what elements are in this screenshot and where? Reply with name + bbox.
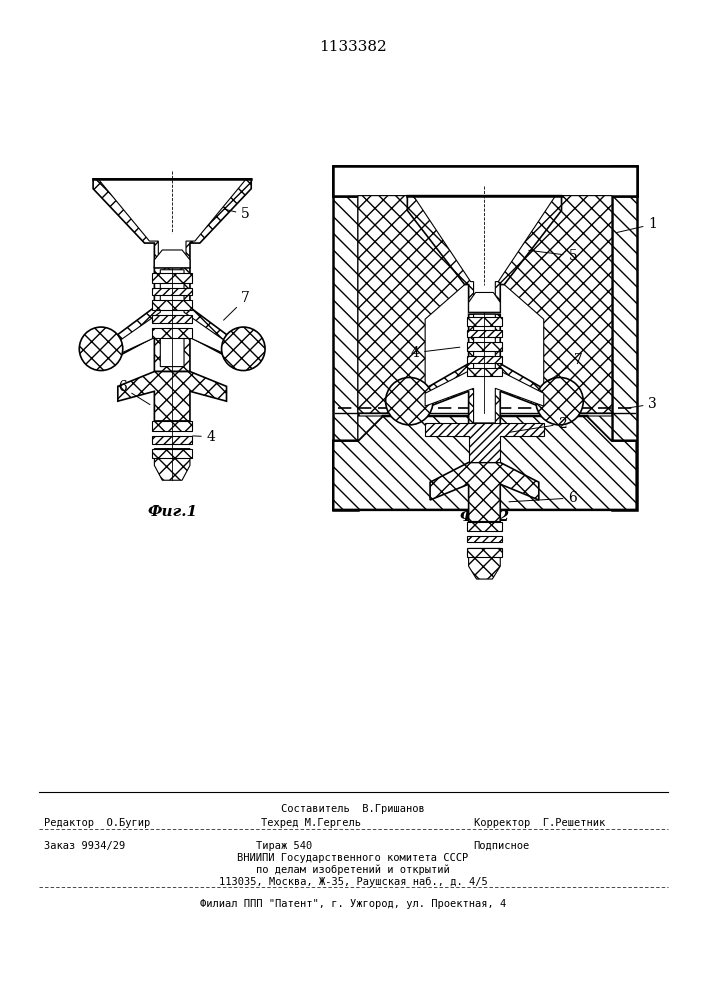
Bar [333,166,358,510]
Bar [153,436,192,444]
Bar [467,317,502,326]
Text: 6: 6 [509,491,577,505]
Text: 5: 5 [224,207,250,221]
Polygon shape [425,314,544,423]
Bar [153,421,192,431]
Bar [153,273,192,283]
Bar [153,315,192,323]
Circle shape [385,377,433,425]
Bar [467,368,502,376]
Polygon shape [358,416,382,441]
Text: Фиг.2: Фиг.2 [460,510,510,524]
Bar [467,342,502,351]
Text: Заказ 9934/29: Заказ 9934/29 [44,841,125,851]
Text: ВНИИПИ Государственного комитета СССР: ВНИИПИ Государственного комитета СССР [238,853,469,863]
Bar [153,300,192,310]
Bar [467,356,502,363]
Text: 113035, Москва, Ж-35, Раушская наб., д. 4/5: 113035, Москва, Ж-35, Раушская наб., д. … [218,877,487,887]
Circle shape [221,327,265,371]
Text: по делам изобретений и открытий: по делам изобретений и открытий [256,865,450,875]
Polygon shape [93,179,251,268]
Circle shape [536,377,583,425]
Text: Составитель  В.Гришанов: Составитель В.Гришанов [281,804,425,814]
Polygon shape [425,423,544,462]
Polygon shape [98,179,246,263]
Text: 4: 4 [410,346,460,360]
Polygon shape [118,372,226,421]
Polygon shape [108,268,236,372]
Bar [467,548,502,557]
Bar [467,522,502,531]
Polygon shape [414,196,556,307]
Text: 5: 5 [529,249,577,263]
Text: Редактор  О.Бугир: Редактор О.Бугир [44,818,150,828]
Polygon shape [154,250,190,268]
Text: 2: 2 [509,417,567,432]
Polygon shape [469,292,501,312]
Polygon shape [588,416,612,441]
Text: Подписное: Подписное [474,841,530,851]
Text: Тираж 540: Тираж 540 [256,841,312,851]
Bar [333,166,636,196]
Bar [333,166,636,196]
Bar [153,288,192,295]
Polygon shape [430,462,539,522]
Text: 3: 3 [629,397,658,411]
Circle shape [79,327,123,371]
Text: Фиг.1: Фиг.1 [147,505,197,519]
Text: Корректор  Г.Решетник: Корректор Г.Решетник [474,818,604,828]
Text: 1: 1 [617,217,658,233]
Text: 7: 7 [548,353,583,382]
Polygon shape [154,449,190,480]
Bar [612,166,636,510]
Text: 1133382: 1133382 [319,40,387,54]
Text: 7: 7 [223,291,250,320]
Polygon shape [407,196,561,312]
Text: Филиал ППП "Патент", г. Ужгород, ул. Проектная, 4: Филиал ППП "Патент", г. Ужгород, ул. Про… [200,899,506,909]
Bar [153,449,192,458]
Text: Техред М.Гергель: Техред М.Гергель [261,818,361,828]
Polygon shape [118,270,226,367]
Polygon shape [358,196,464,413]
Polygon shape [504,196,612,413]
Text: 6: 6 [118,380,150,405]
Text: 4: 4 [193,430,216,444]
Polygon shape [417,314,551,428]
Bar [153,328,192,338]
Bar [467,330,502,337]
Bar [467,536,502,542]
Polygon shape [333,416,636,510]
Polygon shape [469,548,501,579]
